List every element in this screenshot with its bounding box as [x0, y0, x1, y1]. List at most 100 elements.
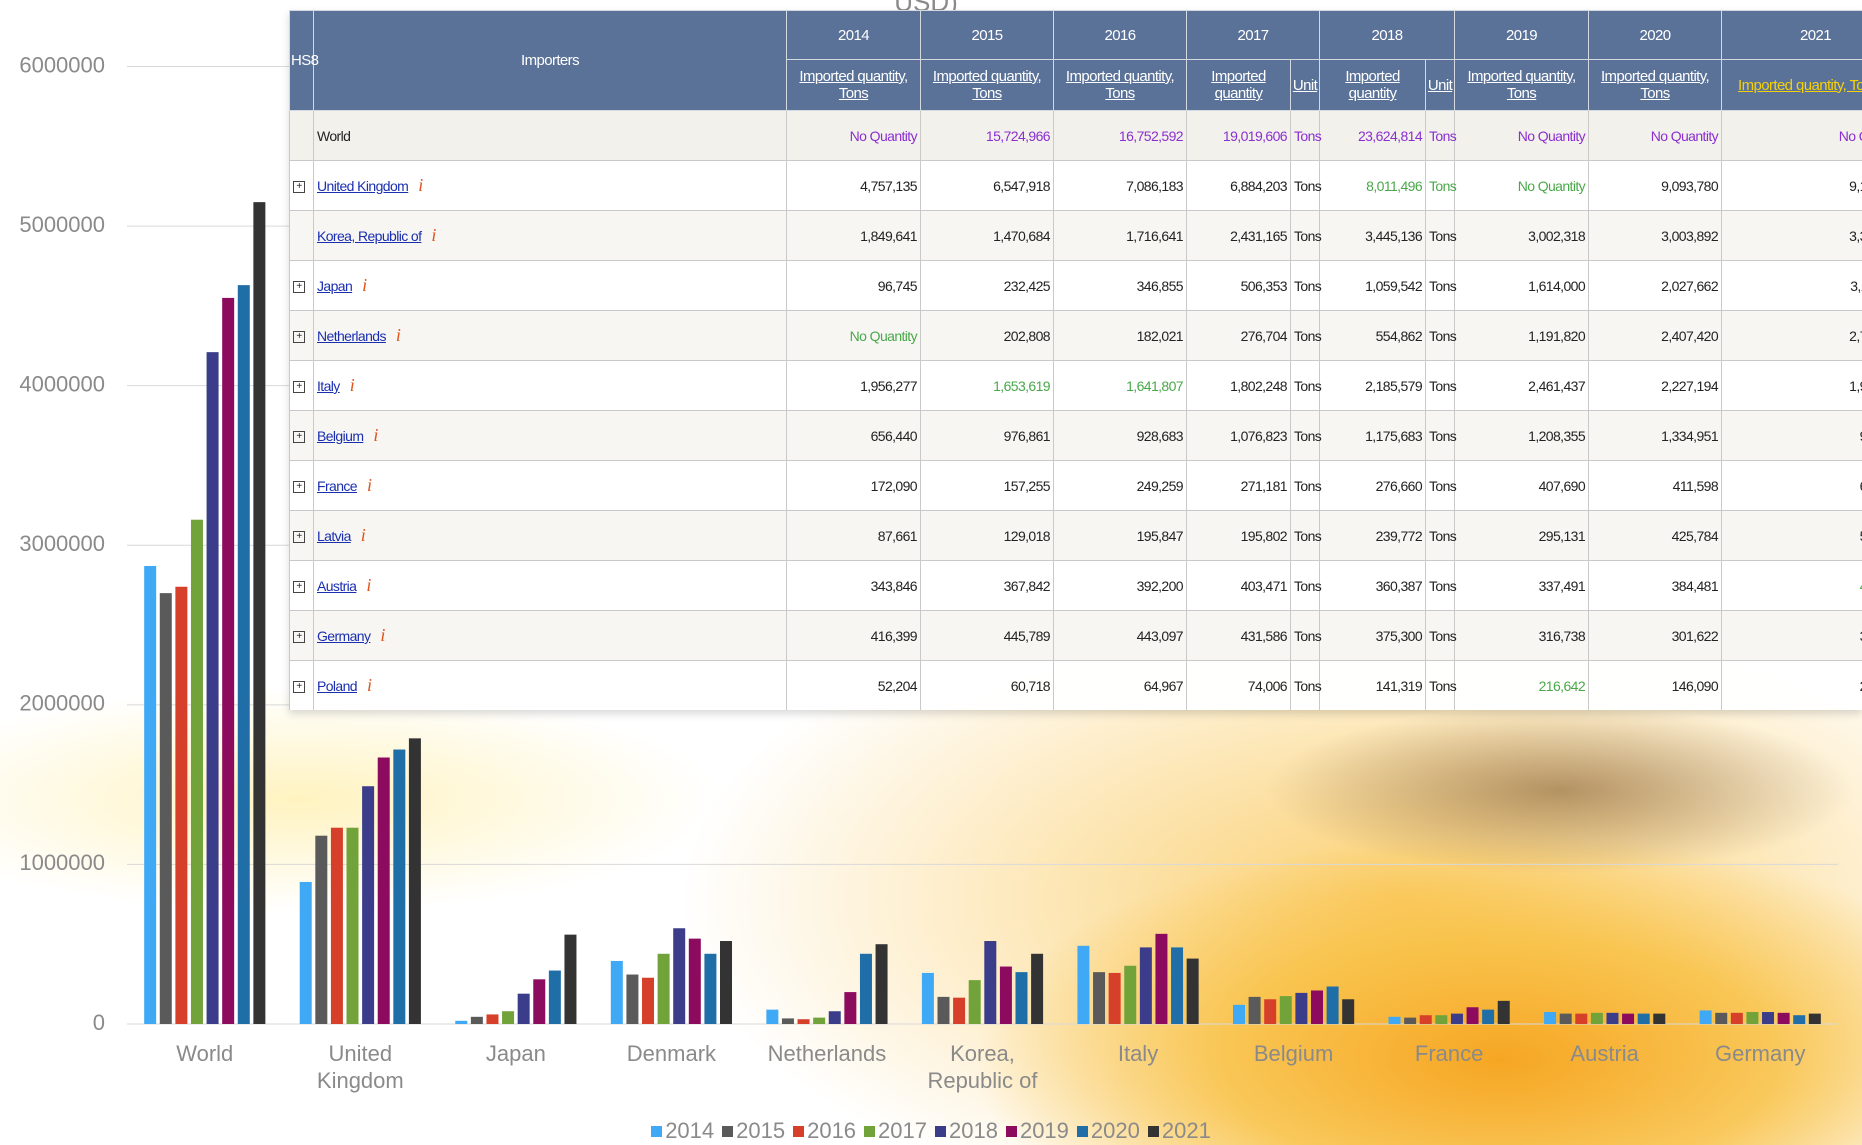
expand-button[interactable]: + [293, 531, 305, 543]
sort-link[interactable]: Unit [1293, 77, 1317, 94]
value-cell: 3,445,136 [1320, 211, 1426, 261]
expand-button[interactable]: + [293, 381, 305, 393]
expand-button[interactable]: + [293, 281, 305, 293]
info-icon[interactable]: i [418, 175, 422, 195]
value-cell: 2,027,662 [1589, 261, 1722, 311]
info-icon[interactable]: i [366, 575, 370, 595]
legend-swatch [935, 1126, 946, 1137]
country-link[interactable]: Austria [317, 578, 356, 594]
country-link[interactable]: France [317, 478, 357, 494]
sort-link[interactable]: Imported quantity, Tons [1066, 68, 1174, 102]
bar [1482, 1010, 1494, 1024]
expand-cell: + [290, 161, 314, 211]
bar [1280, 996, 1292, 1024]
sub-header: Unit [1426, 60, 1455, 111]
country-link[interactable]: Japan [317, 278, 352, 294]
info-icon[interactable]: i [431, 225, 435, 245]
bar [1467, 1007, 1479, 1024]
bar [1606, 1013, 1618, 1024]
value-cell: 948,194 [1722, 411, 1862, 461]
value-cell: 216,642 [1455, 661, 1589, 711]
value-cell: Tons [1291, 261, 1320, 311]
country-link[interactable]: Belgium [317, 428, 363, 444]
value-cell: 249,259 [1054, 461, 1187, 511]
value-cell: 1,334,951 [1589, 411, 1722, 461]
sort-link[interactable]: Imported quantity, Tons▼ [1738, 77, 1862, 94]
info-icon[interactable]: i [361, 525, 365, 545]
country-link[interactable]: Korea, Republic of [317, 228, 421, 244]
sort-link[interactable]: Imported quantity, Tons [933, 68, 1041, 102]
sort-link[interactable]: Unit [1428, 77, 1452, 94]
country-link[interactable]: Germany [317, 628, 370, 644]
country-link[interactable]: Poland [317, 678, 357, 694]
value-cell: 392,200 [1054, 561, 1187, 611]
legend-swatch [864, 1126, 875, 1137]
legend-label: 2020 [1091, 1118, 1140, 1143]
value-cell: Tons [1426, 461, 1455, 511]
value-cell: 1,641,807 [1054, 361, 1187, 411]
sub-header: Imported quantity, Tons [921, 60, 1054, 111]
bar [642, 978, 654, 1024]
value-cell: 239,772 [1320, 511, 1426, 561]
country-link[interactable]: Netherlands [317, 328, 386, 344]
sort-link[interactable]: Imported quantity, Tons [1601, 68, 1709, 102]
bar [300, 882, 312, 1024]
country-link[interactable]: Latvia [317, 528, 351, 544]
year-header: 2021 [1722, 11, 1862, 60]
country-name: World [317, 128, 350, 144]
bar [1031, 954, 1043, 1024]
bar [1342, 999, 1354, 1024]
x-tick-label: Germany [1690, 1040, 1830, 1067]
sort-link[interactable]: Imported quantity, Tons [799, 68, 907, 102]
value-cell: No Quantity [787, 111, 921, 161]
value-cell: 3,116,761 [1722, 261, 1862, 311]
value-cell: Tons [1291, 411, 1320, 461]
info-icon[interactable]: i [350, 375, 354, 395]
importers-link[interactable]: Importers [521, 52, 579, 69]
expand-cell: + [290, 611, 314, 661]
value-cell: 384,481 [1589, 561, 1722, 611]
bar [1560, 1014, 1572, 1024]
info-icon[interactable]: i [396, 325, 400, 345]
expand-button[interactable]: + [293, 631, 305, 643]
info-icon[interactable]: i [380, 625, 384, 645]
info-icon[interactable]: i [367, 475, 371, 495]
country-cell: Germany i [314, 611, 787, 661]
x-tick-label: Korea, Republic of [913, 1040, 1053, 1094]
value-cell: 9,093,780 [1589, 161, 1722, 211]
expand-button[interactable]: + [293, 431, 305, 443]
sort-link[interactable]: Imported quantity, Tons [1467, 68, 1575, 102]
value-cell: 3,002,318 [1455, 211, 1589, 261]
expand-button[interactable]: + [293, 181, 305, 193]
country-link[interactable]: Italy [317, 378, 340, 394]
expand-button[interactable]: + [293, 331, 305, 343]
sort-link[interactable]: Imported quantity [1211, 68, 1265, 102]
value-cell: 60,718 [921, 661, 1054, 711]
country-link[interactable]: United Kingdom [317, 178, 408, 194]
value-cell: 2,461,437 [1455, 361, 1589, 411]
value-cell: 1,470,684 [921, 211, 1054, 261]
bar [1420, 1015, 1432, 1024]
bar [502, 1011, 514, 1024]
info-icon[interactable]: i [362, 275, 366, 295]
expand-button[interactable]: + [293, 681, 305, 693]
expand-button[interactable]: + [293, 481, 305, 493]
expand-cell: + [290, 461, 314, 511]
value-cell: No Quantity [1589, 111, 1722, 161]
bar [1124, 966, 1136, 1024]
info-icon[interactable]: i [367, 675, 371, 695]
bar [938, 997, 950, 1024]
info-icon[interactable]: i [373, 425, 377, 445]
bar [798, 1019, 810, 1024]
expand-button[interactable]: + [293, 581, 305, 593]
value-cell: 87,661 [787, 511, 921, 561]
sort-link[interactable]: Imported quantity [1345, 68, 1399, 102]
value-cell: No Quantity [787, 311, 921, 361]
